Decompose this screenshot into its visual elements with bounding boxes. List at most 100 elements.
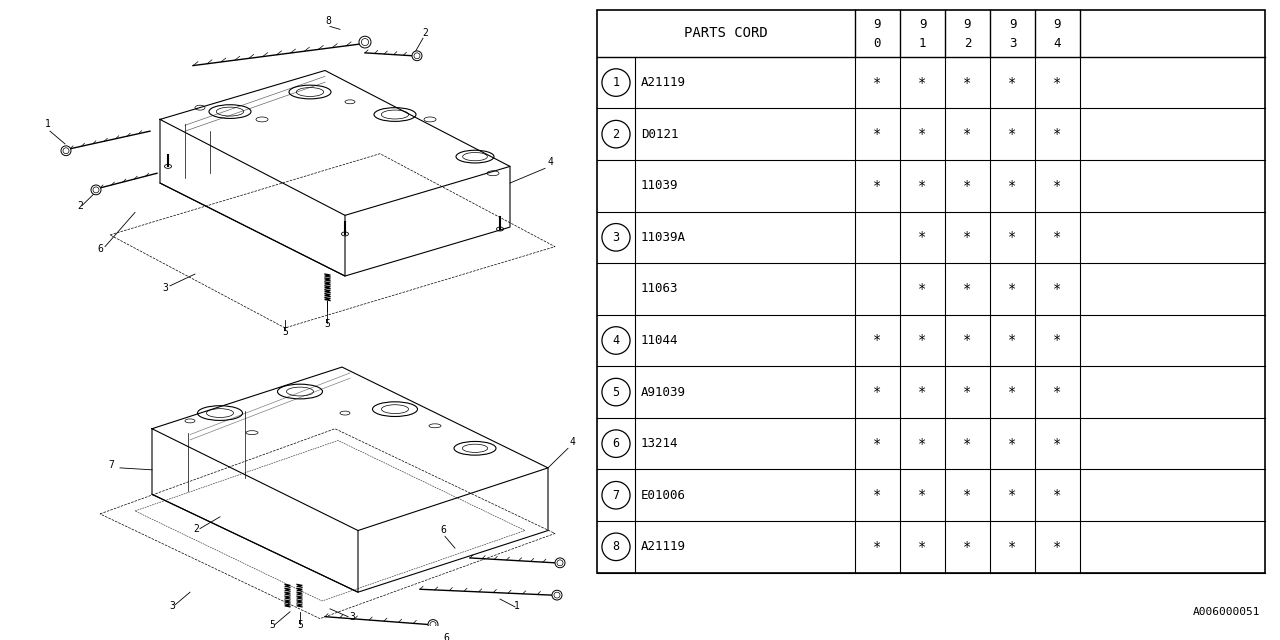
Text: 2: 2 [964, 37, 972, 50]
Text: *: * [1053, 385, 1061, 399]
Text: *: * [873, 540, 882, 554]
Text: *: * [873, 488, 882, 502]
Text: *: * [1053, 540, 1061, 554]
Text: *: * [1053, 127, 1061, 141]
Text: 3: 3 [349, 612, 355, 621]
Text: *: * [964, 333, 972, 348]
Text: 11063: 11063 [641, 282, 678, 296]
Text: *: * [1009, 385, 1016, 399]
Text: 6: 6 [97, 244, 102, 253]
Text: 1: 1 [45, 119, 51, 129]
Text: 1: 1 [515, 601, 520, 611]
Circle shape [358, 36, 371, 48]
Circle shape [412, 51, 422, 61]
Text: 6: 6 [443, 633, 449, 640]
Text: *: * [1053, 230, 1061, 244]
Text: *: * [873, 76, 882, 90]
Circle shape [552, 590, 562, 600]
Text: 13214: 13214 [641, 437, 678, 450]
Text: 2: 2 [422, 28, 428, 38]
Text: A91039: A91039 [641, 385, 686, 399]
Text: *: * [964, 540, 972, 554]
Text: 11039A: 11039A [641, 231, 686, 244]
Text: *: * [1053, 179, 1061, 193]
Text: 11039: 11039 [641, 179, 678, 192]
Text: 8: 8 [325, 17, 332, 26]
Text: 7: 7 [612, 489, 620, 502]
Text: 4: 4 [1053, 37, 1061, 50]
Text: *: * [1009, 76, 1016, 90]
Text: *: * [873, 127, 882, 141]
Text: 1: 1 [919, 37, 927, 50]
Text: *: * [873, 179, 882, 193]
Bar [596, 10, 1265, 573]
Text: 4: 4 [612, 334, 620, 347]
Text: *: * [964, 76, 972, 90]
Text: A006000051: A006000051 [1193, 607, 1260, 617]
Text: *: * [918, 127, 927, 141]
Text: *: * [918, 540, 927, 554]
Text: *: * [964, 436, 972, 451]
Text: 5: 5 [324, 319, 330, 329]
Text: 6: 6 [440, 525, 445, 536]
Text: *: * [1053, 333, 1061, 348]
Text: 4: 4 [570, 437, 575, 447]
Text: 1: 1 [612, 76, 620, 89]
Text: *: * [918, 282, 927, 296]
Text: 11044: 11044 [641, 334, 678, 347]
Circle shape [61, 146, 70, 156]
Text: 5: 5 [297, 620, 303, 630]
Text: A21119: A21119 [641, 540, 686, 554]
Text: PARTS CORD: PARTS CORD [684, 26, 768, 40]
Text: 2: 2 [612, 127, 620, 141]
Text: 8: 8 [612, 540, 620, 554]
Text: *: * [873, 436, 882, 451]
Text: 7: 7 [108, 460, 114, 470]
Text: 5: 5 [612, 385, 620, 399]
Text: *: * [1009, 282, 1016, 296]
Text: *: * [1009, 230, 1016, 244]
Text: *: * [1009, 436, 1016, 451]
Text: *: * [1053, 76, 1061, 90]
Text: 3: 3 [169, 601, 175, 611]
Text: *: * [964, 282, 972, 296]
Text: *: * [1053, 282, 1061, 296]
Circle shape [91, 185, 101, 195]
Text: 9: 9 [1009, 19, 1016, 31]
Text: *: * [964, 488, 972, 502]
Text: 6: 6 [612, 437, 620, 450]
Text: E01006: E01006 [641, 489, 686, 502]
Text: *: * [964, 230, 972, 244]
Text: *: * [918, 179, 927, 193]
Text: *: * [964, 127, 972, 141]
Text: *: * [1009, 488, 1016, 502]
Text: *: * [918, 333, 927, 348]
Text: 9: 9 [919, 19, 927, 31]
Circle shape [428, 620, 438, 629]
Text: 9: 9 [874, 19, 881, 31]
Text: *: * [1009, 127, 1016, 141]
Text: 3: 3 [163, 283, 168, 292]
Text: *: * [964, 385, 972, 399]
Text: 2: 2 [77, 202, 83, 211]
Text: *: * [918, 385, 927, 399]
Text: *: * [918, 488, 927, 502]
Text: *: * [918, 230, 927, 244]
Text: *: * [873, 333, 882, 348]
Text: 5: 5 [282, 327, 288, 337]
Text: D0121: D0121 [641, 127, 678, 141]
Text: 5: 5 [269, 620, 275, 630]
Text: *: * [1009, 179, 1016, 193]
Text: A21119: A21119 [641, 76, 686, 89]
Text: 3: 3 [1009, 37, 1016, 50]
Text: *: * [1009, 333, 1016, 348]
Text: 4: 4 [547, 157, 553, 168]
Text: *: * [873, 385, 882, 399]
Text: *: * [1053, 488, 1061, 502]
Text: *: * [1053, 436, 1061, 451]
Text: *: * [918, 76, 927, 90]
Text: 9: 9 [1053, 19, 1061, 31]
Text: 2: 2 [193, 525, 198, 534]
Text: *: * [964, 179, 972, 193]
Text: 0: 0 [874, 37, 881, 50]
